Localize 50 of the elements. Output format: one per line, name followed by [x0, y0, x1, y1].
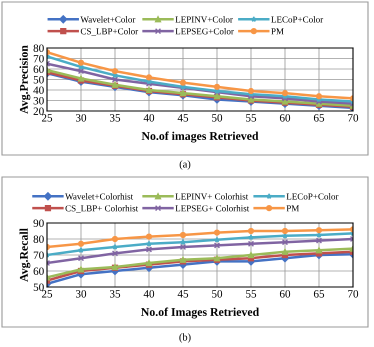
legend-label: CS_LBP+ Colorhist [65, 205, 138, 212]
x-tick-label: 70 [348, 114, 358, 122]
y-tick-label: 50 [34, 76, 44, 84]
x-tick-label: 35 [110, 114, 120, 122]
x-tick-label: 50 [212, 114, 222, 122]
x-tick-label: 50 [212, 290, 222, 298]
x-tick-label: 55 [246, 290, 256, 298]
text: (b) [179, 333, 191, 343]
text: (a) [180, 160, 190, 170]
x-axis-title: No.of Images Retrieved [141, 308, 260, 318]
legend-label: Wavelet+Colorhist [65, 193, 134, 200]
x-tick-label: 45 [178, 290, 188, 298]
x-tick-label: 70 [348, 290, 358, 298]
x-tick-label: 25 [42, 114, 52, 122]
x-tick-label: 65 [314, 290, 324, 298]
legend-label: LEPINV+ Colorhist [175, 193, 248, 200]
legend-label: CS_LBP+Color [80, 28, 138, 36]
legend-label: PM [271, 28, 284, 34]
y-tick-label: 80 [34, 44, 44, 52]
y-tick-label: 60 [34, 65, 44, 73]
y-tick-label: 70 [34, 54, 44, 62]
x-tick-label: 30 [76, 290, 86, 298]
x-tick-label: 60 [280, 290, 290, 298]
y-tick-label: 50 [34, 283, 44, 291]
y-tick-label: 60 [34, 267, 44, 275]
legend-label: LEPINV+Color [175, 16, 233, 23]
y-axis-title: Avg.Precision [20, 45, 30, 114]
x-axis-title: No.of images Retrieved [142, 132, 258, 142]
x-tick-label: 45 [178, 114, 188, 122]
y-tick-label: 70 [34, 251, 44, 259]
y-axis-title: Avg.Recall [20, 228, 30, 282]
x-tick-label: 30 [76, 114, 86, 122]
x-tick-label: 25 [42, 290, 52, 298]
x-tick-label: 65 [314, 114, 324, 122]
legend-label: LEPSEG+ Colorhist [175, 205, 250, 212]
y-tick-label: 40 [33, 86, 44, 94]
legend-label: LECoP+Color [271, 16, 324, 23]
x-tick-label: 40 [144, 114, 154, 122]
legend-label: PM [286, 205, 300, 212]
x-tick-label: 40 [144, 290, 154, 298]
y-tick-label: 20 [34, 107, 44, 115]
x-tick-label: 35 [110, 290, 120, 298]
y-tick-label: 90 [33, 219, 44, 227]
x-tick-label: 55 [246, 114, 256, 122]
legend-label: LECoP+Color [286, 193, 338, 200]
legend-label: Wavelet+Color [80, 16, 136, 23]
y-tick-label: 80 [34, 235, 44, 243]
x-tick-label: 60 [280, 114, 290, 122]
y-tick-label: 30 [34, 96, 44, 104]
legend-label: LEPSEG+Color [175, 28, 234, 34]
